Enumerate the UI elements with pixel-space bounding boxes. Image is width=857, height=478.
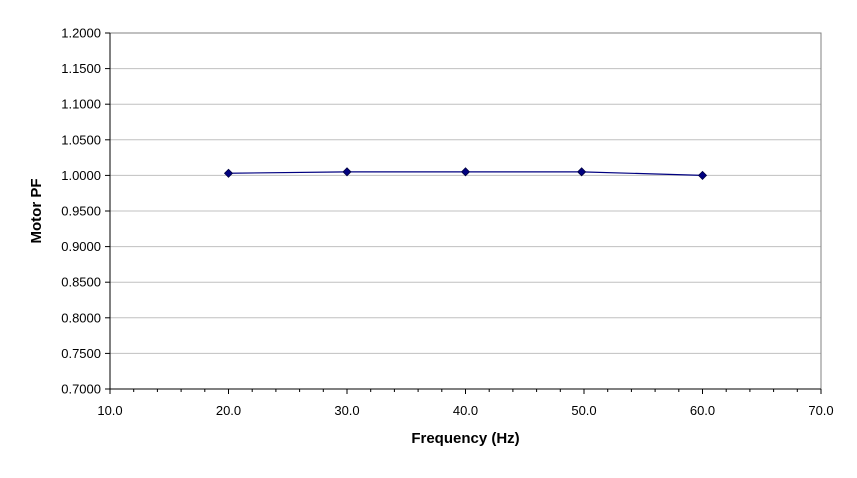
y-tick-label: 0.7500 [61, 346, 101, 361]
axis-ticks: 0.7000 0.7500 0.8000 0.8500 0.9000 0.9500 1.00… [61, 26, 833, 419]
y-tick-label: 1.2000 [61, 26, 101, 41]
x-tick-label: 70.0 [808, 403, 833, 418]
x-tick-label: 40.0 [453, 403, 478, 418]
data-point [697, 170, 708, 180]
data-point [577, 167, 587, 177]
data-point [460, 167, 471, 177]
data-point [342, 167, 352, 177]
y-tick-label: 0.8000 [61, 310, 101, 325]
y-tick-label: 1.1000 [61, 97, 101, 112]
y-tick-label: 0.9000 [61, 239, 101, 254]
series-layer [223, 167, 708, 180]
y-tick-label: 0.8500 [61, 275, 101, 290]
gridlines [110, 32, 821, 354]
y-tick-label: 1.1500 [61, 61, 101, 76]
data-point [223, 168, 234, 178]
y-tick-label: 1.0000 [61, 168, 101, 183]
x-tick-label: 30.0 [334, 403, 359, 418]
x-tick-label: 60.0 [690, 403, 715, 418]
y-tick-label: 1.0500 [61, 132, 101, 147]
y-tick-label: 0.9500 [61, 204, 101, 219]
y-axis-title: Motor PF [28, 179, 45, 244]
x-tick-label: 10.0 [97, 403, 122, 418]
y-tick-label: 0.7000 [61, 382, 101, 397]
x-tick-label: 20.0 [216, 403, 241, 418]
x-axis-title: Frequency (Hz) [411, 430, 519, 447]
x-tick-label: 50.0 [571, 403, 596, 418]
